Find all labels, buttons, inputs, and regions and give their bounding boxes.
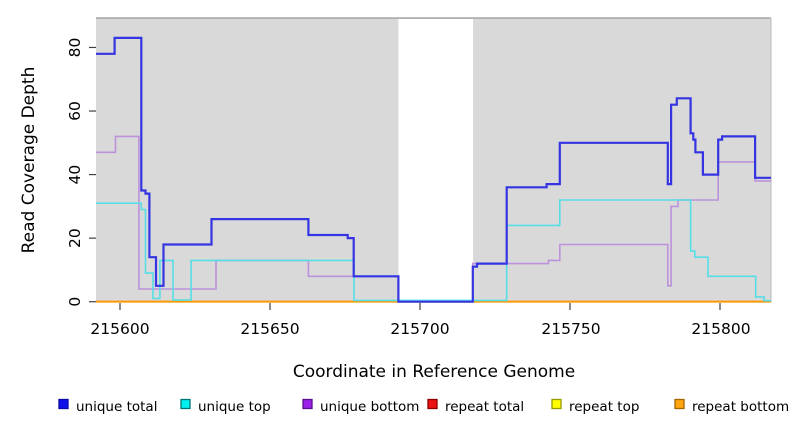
legend-item-repeat-total: repeat total (427, 398, 524, 415)
series-line-unique-top (96, 199, 771, 302)
y-tick-label: 80 (66, 38, 84, 58)
legend-item-label: repeat total (445, 399, 524, 415)
legend-item-repeat-bottom: repeat bottom (674, 398, 789, 415)
legend-item-label: unique total (76, 399, 157, 415)
y-axis-title: Read Coverage Depth (19, 67, 39, 254)
repeat-bottom-swatch-icon (674, 398, 685, 410)
legend: unique total unique top unique bottom re… (58, 398, 789, 415)
plot-generated-content (89, 17, 772, 310)
legend-item-repeat-top: repeat top (551, 398, 639, 415)
series-line-unique-total (96, 36, 771, 303)
x-axis-title: Coordinate in Reference Genome (293, 362, 575, 382)
legend-item-unique-bottom: unique bottom (302, 398, 419, 415)
legend-item-unique-top: unique top (180, 398, 271, 415)
legend-item-label: unique top (198, 399, 271, 415)
series-line-unique-bottom (96, 135, 771, 303)
x-tick-label: 215800 (691, 320, 750, 338)
repeat-total-swatch-icon (427, 398, 438, 410)
legend-item-label: repeat top (569, 399, 639, 415)
no-data-band (398, 19, 474, 302)
x-tick-label: 215750 (541, 320, 600, 338)
legend-item-label: repeat bottom (692, 399, 789, 415)
legend-item-unique-total: unique total (58, 398, 157, 415)
repeat-top-swatch-icon (551, 398, 562, 410)
y-tick-label: 20 (66, 228, 84, 248)
y-tick-label: 60 (66, 101, 84, 121)
x-tick-label: 215600 (90, 320, 149, 338)
x-tick-label: 215700 (390, 320, 449, 338)
unique-bottom-swatch-icon (302, 398, 313, 410)
unique-total-swatch-icon (58, 398, 69, 410)
unique-top-swatch-icon (180, 398, 191, 410)
x-tick-label: 215650 (240, 320, 299, 338)
y-tick-label: 40 (66, 165, 84, 185)
y-tick-label: 0 (66, 297, 84, 307)
legend-item-label: unique bottom (320, 399, 419, 415)
